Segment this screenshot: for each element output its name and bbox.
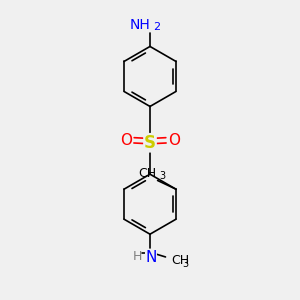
Text: H: H [133, 250, 142, 263]
Text: N: N [145, 250, 157, 265]
Text: 3: 3 [160, 172, 166, 182]
Text: NH: NH [129, 18, 150, 32]
Text: 2: 2 [153, 22, 160, 32]
Text: 3: 3 [182, 259, 188, 269]
Text: O: O [120, 133, 132, 148]
Text: CH: CH [171, 254, 189, 267]
Text: S: S [144, 134, 156, 152]
Text: CH: CH [139, 167, 157, 179]
Text: O: O [168, 133, 180, 148]
